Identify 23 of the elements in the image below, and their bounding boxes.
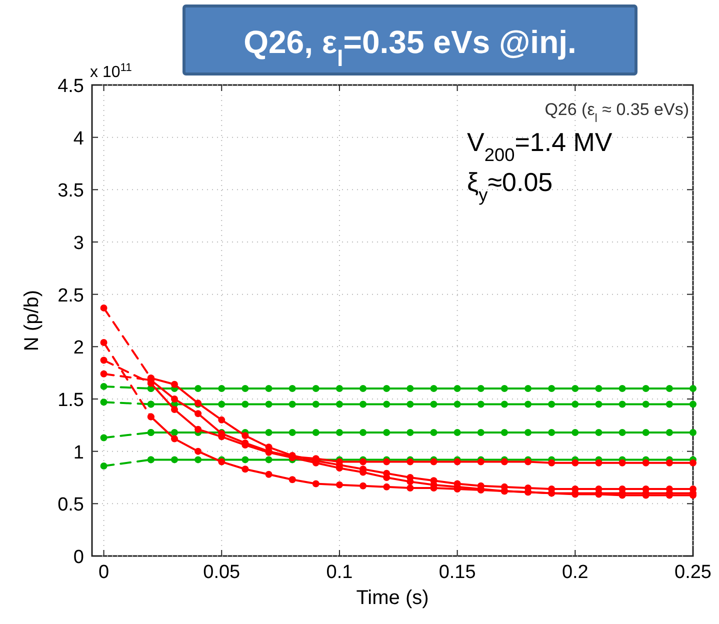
chart-title: Q26, ε$_{l}$=0.35 eVs @inj. <box>244 24 576 70</box>
annotation: Q26 (ε$_{l}$ ≈ 0.35 eVs) <box>544 100 689 125</box>
y-tick-label: 1 <box>73 442 84 464</box>
annotation: V$_{200}$=1.4 MV <box>467 127 613 165</box>
y-axis-title: N (p/b) <box>21 290 43 352</box>
y-tick-label: 2.5 <box>58 285 84 306</box>
y-tick-label: 3 <box>73 233 84 254</box>
x-tick-label: 0 <box>98 562 110 583</box>
x-tick-label: 0.15 <box>438 562 476 583</box>
x-tick-label: 0.05 <box>203 562 240 583</box>
x-tick-label: 0.1 <box>326 562 353 583</box>
x-tick-label: 0.25 <box>674 562 712 583</box>
y-tick-label: 4 <box>73 128 84 150</box>
y-tick-label: 0 <box>73 547 84 568</box>
y-tick-label: 2 <box>73 338 84 359</box>
y-tick-label: 1.5 <box>58 390 84 411</box>
y-tick-label: 0.5 <box>58 494 84 516</box>
annotation: ξ$_{y}$≈0.05 <box>467 167 553 205</box>
y-tick-label: 3.5 <box>58 180 84 202</box>
y-tick-label: 4.5 <box>58 76 84 97</box>
text: x 10$^{11}$ <box>90 62 132 81</box>
x-tick-label: 0.2 <box>562 562 588 583</box>
x-axis-title: Time (s) <box>356 587 429 609</box>
